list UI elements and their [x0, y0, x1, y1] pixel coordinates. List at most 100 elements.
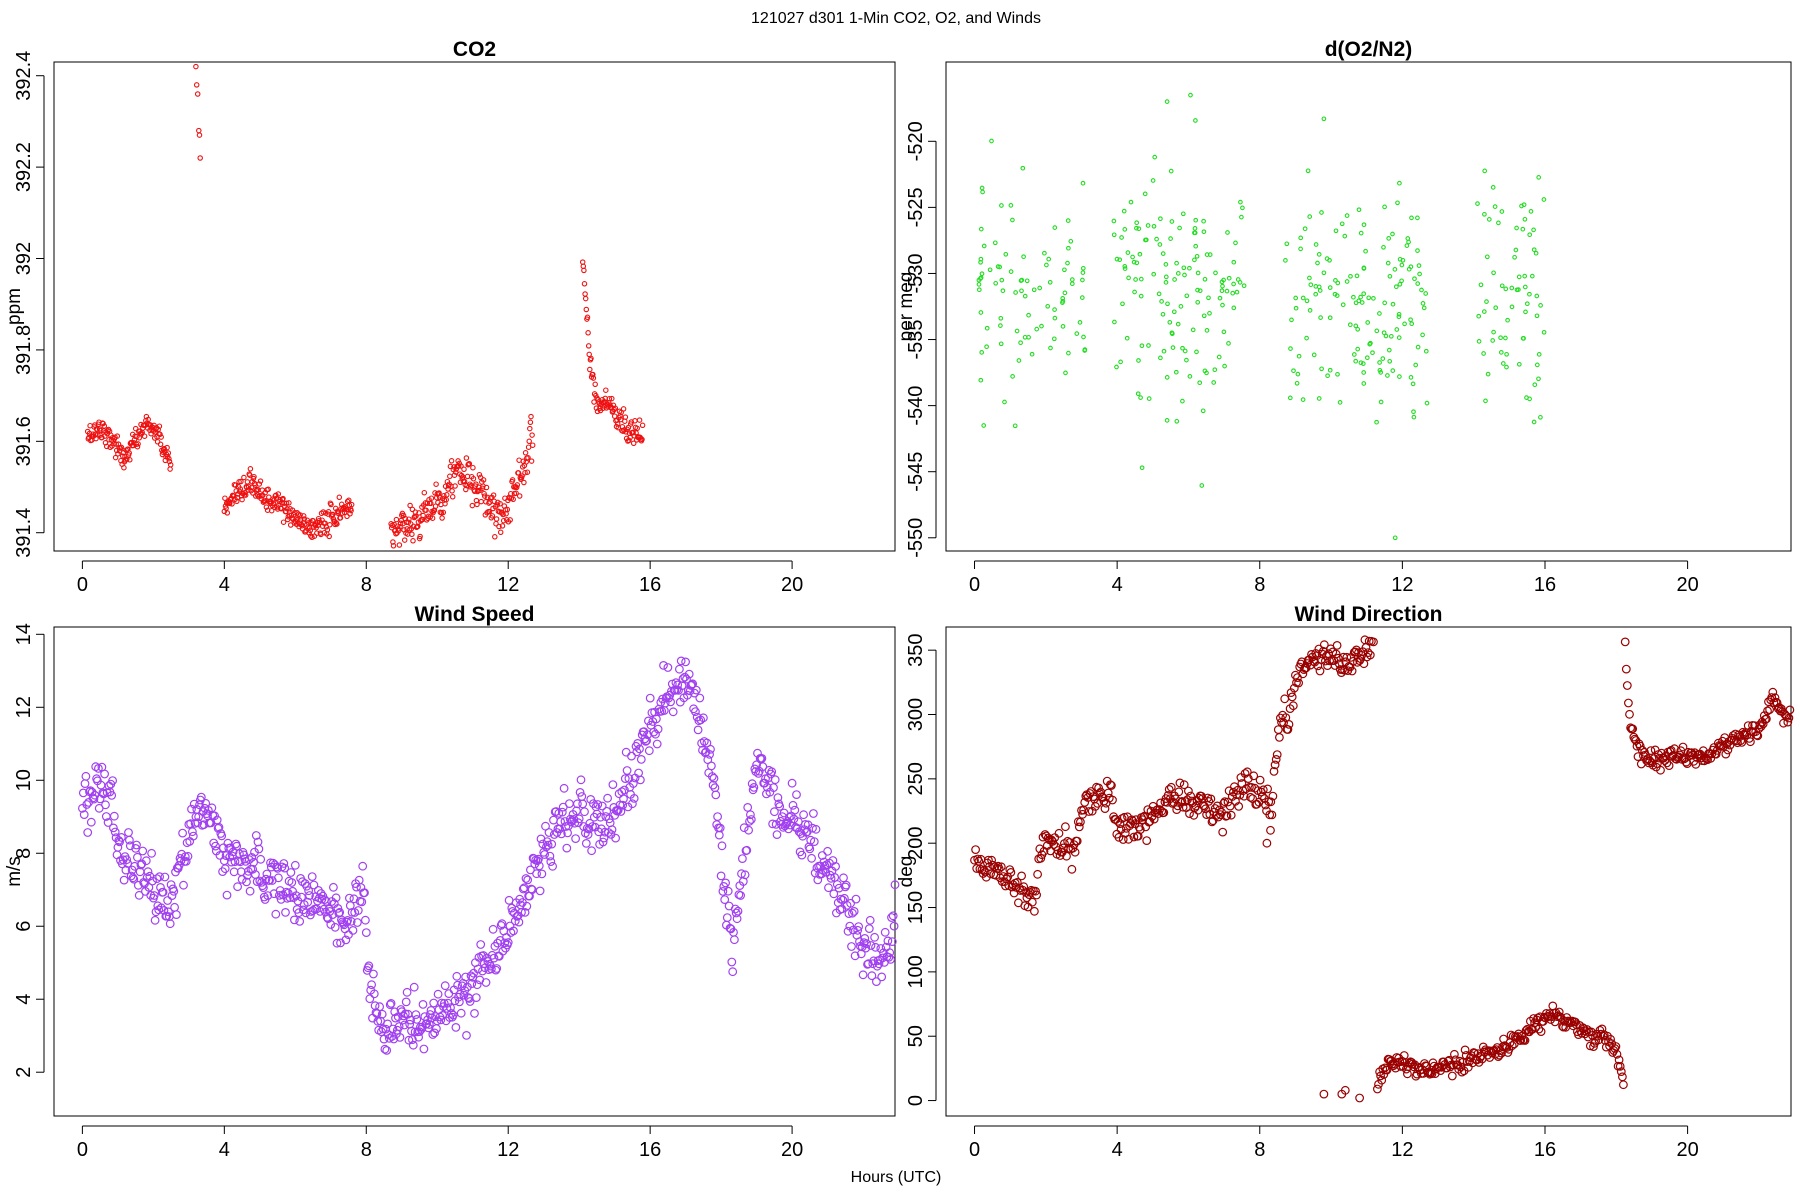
- wind-speed-x-tick-label: 4: [219, 1139, 230, 1161]
- data-point: [1032, 890, 1041, 900]
- data-point: [242, 492, 249, 498]
- data-point: [244, 479, 251, 485]
- data-point: [348, 501, 355, 508]
- data-point: [121, 865, 131, 875]
- data-point: [1142, 191, 1148, 197]
- data-point: [532, 869, 541, 879]
- data-point: [981, 243, 987, 249]
- data-point: [1121, 208, 1127, 214]
- data-point: [1131, 815, 1141, 825]
- data-point: [1415, 344, 1421, 350]
- data-point: [1623, 698, 1633, 708]
- data-point: [746, 815, 756, 824]
- data-point: [838, 895, 848, 905]
- data-point: [473, 964, 483, 974]
- data-point: [1516, 361, 1522, 367]
- data-point: [1167, 319, 1173, 325]
- o2-y-tick-label: -545: [905, 452, 927, 492]
- data-point: [1201, 229, 1207, 235]
- data-point: [1222, 363, 1227, 369]
- data-point: [113, 441, 119, 447]
- data-point: [1316, 396, 1322, 401]
- data-point: [1249, 771, 1259, 781]
- data-point: [1394, 327, 1400, 332]
- data-point: [1060, 298, 1066, 304]
- data-point: [365, 994, 375, 1004]
- wind-direction-y-tick-label: 50: [905, 1025, 927, 1047]
- data-point: [1115, 819, 1125, 829]
- data-point: [1612, 1049, 1622, 1059]
- data-point: [733, 906, 743, 916]
- data-point: [158, 434, 164, 440]
- data-point: [80, 779, 90, 788]
- data-point: [1024, 278, 1030, 284]
- data-point: [620, 774, 630, 783]
- data-point: [1062, 851, 1071, 861]
- data-point: [170, 902, 180, 912]
- data-point: [1194, 349, 1199, 355]
- data-point: [159, 906, 169, 915]
- data-point: [440, 981, 450, 991]
- data-point: [1527, 232, 1533, 238]
- data-point: [1416, 263, 1422, 268]
- data-point: [1533, 250, 1539, 256]
- data-point: [167, 891, 177, 900]
- data-point: [570, 818, 580, 828]
- data-point: [1206, 295, 1211, 301]
- wind-speed-x-tick-label: 12: [497, 1139, 519, 1161]
- data-point: [1192, 257, 1197, 263]
- data-point: [116, 833, 126, 842]
- data-point: [620, 406, 627, 412]
- data-point: [1615, 1061, 1625, 1071]
- data-point: [636, 755, 646, 764]
- data-point: [584, 314, 591, 321]
- data-point: [1541, 329, 1547, 335]
- data-point: [429, 515, 436, 521]
- co2-y-tick-label: 392.4: [13, 51, 35, 101]
- data-point: [1493, 305, 1499, 311]
- data-point: [504, 895, 514, 905]
- data-point: [1271, 755, 1281, 764]
- data-point: [510, 916, 520, 926]
- data-point: [1150, 178, 1156, 183]
- data-point: [680, 672, 690, 682]
- data-point: [1411, 414, 1417, 420]
- data-point: [413, 513, 419, 519]
- data-point: [1021, 254, 1026, 260]
- data-point: [608, 780, 618, 789]
- data-point: [406, 1015, 416, 1025]
- data-point: [1003, 251, 1009, 257]
- data-point: [1614, 1055, 1624, 1065]
- data-point: [1156, 798, 1165, 808]
- data-point: [1313, 284, 1319, 289]
- data-point: [1635, 741, 1645, 751]
- data-point: [81, 771, 91, 781]
- data-point: [1184, 293, 1190, 299]
- data-point: [705, 750, 714, 759]
- data-point: [1213, 270, 1218, 276]
- o2-points: [976, 92, 1547, 541]
- data-point: [1534, 362, 1540, 368]
- data-point: [1017, 871, 1026, 881]
- data-point: [1029, 351, 1035, 357]
- data-point: [420, 512, 426, 519]
- data-point: [1131, 259, 1137, 265]
- data-point: [241, 474, 247, 481]
- data-point: [1351, 645, 1361, 655]
- data-point: [788, 800, 798, 810]
- o2-title: d(O2/N2): [1325, 38, 1413, 61]
- data-point: [722, 913, 732, 922]
- data-point: [377, 1009, 387, 1019]
- data-point: [1068, 843, 1078, 853]
- data-point: [412, 1015, 422, 1024]
- data-point: [341, 935, 351, 945]
- data-point: [1734, 730, 1743, 740]
- data-point: [585, 343, 592, 349]
- data-point: [283, 888, 293, 898]
- data-point: [1628, 724, 1638, 734]
- data-point: [343, 916, 353, 925]
- data-point: [1386, 347, 1392, 353]
- data-point: [144, 883, 154, 892]
- data-point: [1313, 291, 1319, 297]
- data-point: [1135, 825, 1145, 834]
